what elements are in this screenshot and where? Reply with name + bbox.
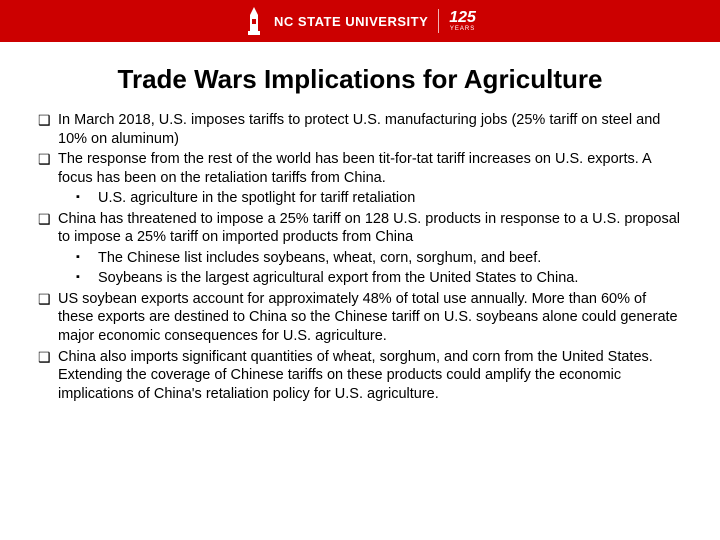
belltower-icon <box>244 7 264 35</box>
slide-body: ❑In March 2018, U.S. imposes tariffs to … <box>0 111 720 403</box>
header-content: NC STATE UNIVERSITY 125 YEARS <box>244 7 476 35</box>
sub-bullet-marker: ▪ <box>76 269 98 288</box>
anniversary-label: YEARS <box>450 26 475 32</box>
bullet-item: ❑In March 2018, U.S. imposes tariffs to … <box>38 111 682 148</box>
sub-bullet-marker: ▪ <box>76 189 98 208</box>
sub-bullet-text: Soybeans is the largest agricultural exp… <box>98 269 682 288</box>
bullet-text: US soybean exports account for approxima… <box>58 290 682 346</box>
sub-bullet-item: ▪Soybeans is the largest agricultural ex… <box>76 269 682 288</box>
bullet-marker: ❑ <box>38 210 58 247</box>
bullet-marker: ❑ <box>38 290 58 346</box>
bullet-text: The response from the rest of the world … <box>58 150 682 187</box>
sub-bullet-item: ▪The Chinese list includes soybeans, whe… <box>76 249 682 268</box>
header-bar: NC STATE UNIVERSITY 125 YEARS <box>0 0 720 42</box>
bullet-text: China has threatened to impose a 25% tar… <box>58 210 682 247</box>
anniversary-badge: 125 YEARS <box>449 10 476 32</box>
bullet-item: ❑US soybean exports account for approxim… <box>38 290 682 346</box>
bullet-item: ❑The response from the rest of the world… <box>38 150 682 187</box>
sub-bullet-text: U.S. agriculture in the spotlight for ta… <box>98 189 682 208</box>
bullet-item: ❑China has threatened to impose a 25% ta… <box>38 210 682 247</box>
sub-bullet-marker: ▪ <box>76 249 98 268</box>
university-name: NC STATE UNIVERSITY <box>274 14 428 29</box>
bullet-marker: ❑ <box>38 150 58 187</box>
bullet-marker: ❑ <box>38 348 58 404</box>
sub-bullet-item: ▪U.S. agriculture in the spotlight for t… <box>76 189 682 208</box>
bullet-marker: ❑ <box>38 111 58 148</box>
bullet-text: In March 2018, U.S. imposes tariffs to p… <box>58 111 682 148</box>
sub-bullet-text: The Chinese list includes soybeans, whea… <box>98 249 682 268</box>
anniversary-number: 125 <box>449 10 476 26</box>
header-divider <box>438 9 439 33</box>
bullet-text: China also imports significant quantitie… <box>58 348 682 404</box>
slide-title: Trade Wars Implications for Agriculture <box>30 64 690 95</box>
bullet-item: ❑China also imports significant quantiti… <box>38 348 682 404</box>
